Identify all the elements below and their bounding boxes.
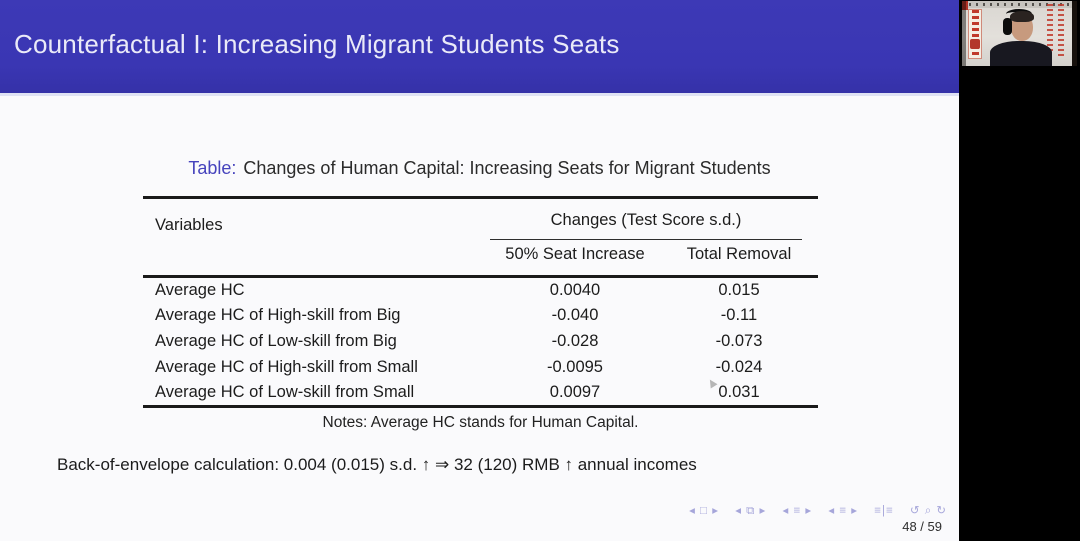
row-total-removal: -0.024 — [715, 358, 763, 376]
row-variable: Average HC of High-skill from Small — [155, 358, 418, 376]
table-caption: Table: Changes of Human Capital: Increasi… — [0, 158, 959, 179]
row-seat-increase: 0.0040 — [490, 275, 660, 303]
table-caption-label: Table: — [188, 158, 237, 178]
black-side-panel — [959, 0, 1080, 541]
nav-frame-icons[interactable]: ◂ ⧉ ▸ — [735, 505, 767, 517]
table-row: Average HC of Low-skill from Big -0.028 … — [143, 329, 818, 355]
slide-title-bar: Counterfactual I: Increasing Migrant Stu… — [0, 0, 959, 93]
table-caption-text: Changes of Human Capital: Increasing Sea… — [243, 158, 771, 178]
slide-title: Counterfactual I: Increasing Migrant Stu… — [14, 29, 620, 59]
webcam-background-banner — [962, 1, 1077, 8]
calligraphy-text-right-1 — [1047, 4, 1053, 52]
red-seal-mark — [970, 39, 980, 49]
calligraphy-text-right-2 — [1058, 4, 1064, 56]
group-header-changes: Changes (Test Score s.d.) — [490, 211, 802, 240]
human-capital-table: Variables Changes (Test Score s.d.) 50% … — [143, 196, 818, 408]
table-subheader-row: 50% Seat Increase Total Removal — [143, 240, 818, 277]
presentation-slide: Counterfactual I: Increasing Migrant Stu… — [0, 0, 959, 541]
nav-section-icons[interactable]: ◂ ≡ ▸ — [782, 505, 813, 517]
table-notes: Notes: Average HC stands for Human Capit… — [322, 414, 639, 431]
webcam-left-shadow — [962, 1, 966, 66]
title-bar-divider — [0, 93, 959, 96]
speaker-torso — [990, 41, 1052, 66]
row-total-removal: -0.11 — [720, 306, 758, 324]
row-variable: Average HC — [143, 275, 490, 303]
table-row: Average HC 0.0040 0.015 — [143, 275, 818, 303]
row-variable: Average HC of Low-skill from Small — [155, 383, 415, 402]
subheader-empty — [143, 240, 490, 277]
table-row: Average HC of High-skill from Big -0.040… — [143, 303, 818, 329]
page-number: 48 / 59 — [902, 519, 942, 534]
beamer-navigation-bar: ◂ □ ▸ ◂ ⧉ ▸ ◂ ≡ ▸ ◂ ≡ ▸ ≡|≡ ↺ ⌕ ↻ — [676, 503, 947, 518]
row-variable: Average HC of High-skill from Big — [155, 306, 401, 324]
calligraphy-scroll-left — [968, 9, 982, 59]
nav-appendix-icon[interactable]: ≡|≡ — [874, 505, 894, 517]
nav-slide-icons[interactable]: ◂ □ ▸ — [689, 505, 719, 517]
table-row: Average HC of High-skill from Small -0.0… — [143, 355, 818, 381]
column-header-total-removal: Total Removal — [686, 245, 792, 263]
nav-subsection-icons[interactable]: ◂ ≡ ▸ — [828, 505, 859, 517]
row-seat-increase: -0.028 — [551, 332, 599, 350]
row-total-removal: 0.031 — [718, 383, 760, 402]
column-header-variables: Variables — [143, 196, 490, 240]
speaker-hair — [1010, 11, 1034, 22]
nav-back-search-forward-icons[interactable]: ↺ ⌕ ↻ — [909, 505, 947, 517]
back-of-envelope-text: Back-of-envelope calculation: 0.004 (0.0… — [57, 455, 697, 474]
webcam-red-corner-mark — [962, 1, 968, 10]
row-seat-increase: -0.0095 — [547, 358, 603, 376]
table-header-row: Variables Changes (Test Score s.d.) — [143, 196, 818, 240]
table-row: Average HC of Low-skill from Small 0.009… — [143, 381, 818, 407]
row-seat-increase: -0.040 — [551, 306, 599, 324]
speaker-webcam-thumbnail[interactable] — [962, 1, 1077, 66]
headphone-earcup-icon — [1003, 18, 1012, 35]
headphone-band — [1006, 9, 1032, 19]
group-header-cell: Changes (Test Score s.d.) — [490, 196, 818, 240]
row-seat-increase: 0.0097 — [549, 383, 601, 402]
webcam-right-shadow — [1072, 1, 1077, 66]
row-variable: Average HC of Low-skill from Big — [155, 332, 397, 350]
column-header-seat-increase: 50% Seat Increase — [505, 245, 645, 263]
row-total-removal: -0.073 — [715, 332, 763, 350]
row-total-removal: 0.015 — [660, 275, 818, 303]
